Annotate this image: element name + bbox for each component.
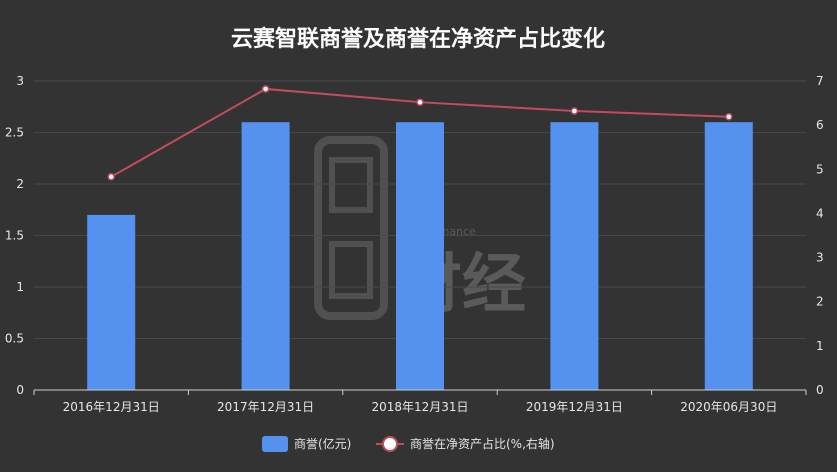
- chart-title: 云赛智联商誉及商誉在净资产占比变化: [231, 26, 605, 52]
- line-point[interactable]: [725, 113, 733, 121]
- line-point[interactable]: [107, 173, 115, 181]
- bar[interactable]: [550, 122, 599, 390]
- x-tick-label: 2018年12月31日: [371, 400, 468, 414]
- y-right-tick-label: 6: [816, 118, 824, 132]
- legend-marker-line: [382, 436, 398, 452]
- line-point[interactable]: [570, 107, 579, 115]
- bar-series: [87, 122, 753, 390]
- legend: 商誉(亿元) 商誉在净资产占比(%,右轴): [262, 436, 555, 452]
- y-right-tick-label: 1: [816, 339, 824, 353]
- y-right-tick-label: 4: [816, 206, 824, 220]
- axes: 0 0.5 1 1.5 2 2.5 3 0 1 2 3 4 5 6 7 2016年12月31日 2017年12月…: [5, 74, 824, 414]
- x-tick-label: 2019年12月31日: [526, 400, 623, 414]
- line-point[interactable]: [261, 85, 270, 93]
- y-left-tick-label: 2.5: [5, 126, 24, 140]
- bar[interactable]: [704, 122, 753, 390]
- y-right-tick-label: 3: [816, 251, 824, 265]
- y-left-tick-label: 0: [16, 383, 24, 397]
- legend-label-bar: 商誉(亿元): [294, 436, 351, 451]
- y-left-tick-label: 0.5: [5, 332, 24, 346]
- x-tick-label: 2017年12月31日: [217, 400, 314, 414]
- bar[interactable]: [87, 214, 136, 390]
- y-left-tick-label: 1: [16, 280, 24, 294]
- y-right-tick-label: 5: [816, 162, 824, 176]
- y-right-tick-label: 0: [816, 383, 824, 397]
- x-tick-label: 2020年06月30日: [680, 400, 777, 414]
- line-point[interactable]: [416, 98, 424, 106]
- y-left-tick-label: 2: [16, 177, 24, 191]
- y-right-tick-label: 2: [816, 295, 824, 309]
- x-tick-label: 2016年12月31日: [63, 400, 160, 414]
- legend-label-line: 商誉在净资产占比(%,右轴): [410, 436, 555, 451]
- legend-swatch-bar: [262, 436, 288, 452]
- y-right-tick-label: 7: [816, 74, 824, 88]
- bar[interactable]: [396, 122, 444, 390]
- y-left-tick-label: 3: [16, 74, 24, 88]
- bar[interactable]: [241, 122, 290, 390]
- y-left-tick-label: 1.5: [5, 229, 24, 243]
- line-series: [107, 85, 733, 181]
